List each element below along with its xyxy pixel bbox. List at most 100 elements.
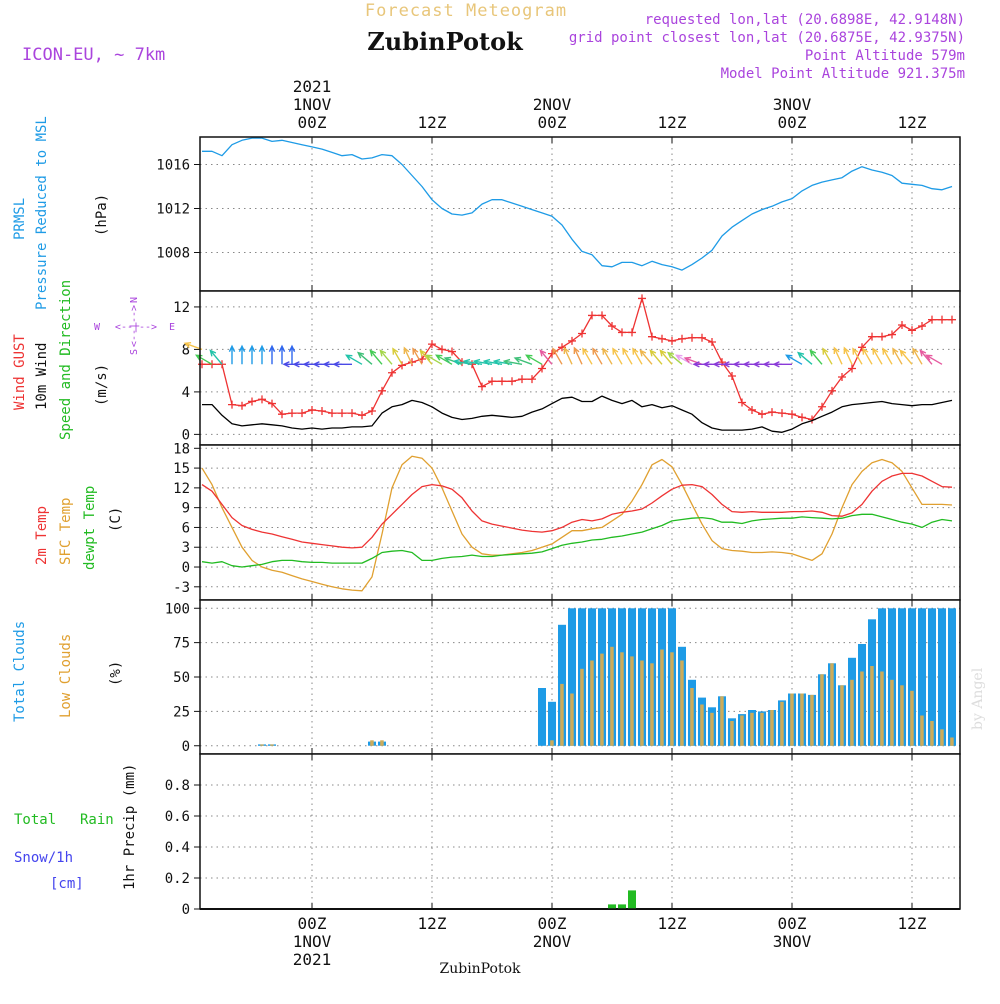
gust-marker [518,375,526,384]
y-tick-label: 1008 [156,246,190,262]
low-cloud-bar [780,701,784,746]
y-tick-label: 3 [182,540,190,556]
y-tick-label: 12 [173,300,190,316]
gust-marker [358,411,366,420]
gust-marker [388,368,396,377]
dewpt-label: dewpt Temp [82,486,98,570]
wind-direction-arrow [552,347,563,365]
wind-direction-arrow [513,356,533,365]
low-cloud-bar [760,712,764,746]
model-altitude: Model Point Altitude 921.375m [721,66,965,82]
low-cloud-bar [720,696,724,746]
y-tick-label: 0 [182,560,190,576]
low-cloud-bar [880,671,884,746]
top-axis-label: 00Z [778,113,807,132]
wind-direction-arrow [419,349,433,365]
y-tick-label: 0 [182,427,190,443]
wind-direction-arrow [356,351,373,365]
y-tick-label: 6 [182,520,190,536]
compass-e: E [169,322,175,333]
y-tick-label: 0.8 [165,778,190,794]
top-axis-label: 12Z [658,113,687,132]
low-cloud-bar [740,715,744,746]
wind-direction-arrow [659,349,673,365]
gust-marker [408,358,416,367]
gust-marker [398,361,406,370]
location-title: ZubinPotok [367,27,524,56]
wind-direction-arrow [899,349,913,365]
wind-direction-arrow [573,346,583,365]
y-tick-label: 8 [182,342,190,358]
rain-bar [608,904,616,909]
gust-marker [568,336,576,345]
wind-direction-arrow [666,351,683,365]
low-clouds-label: Low Clouds [58,634,74,718]
wind-direction-arrow [582,347,593,365]
gust-marker [828,386,836,395]
low-cloud-bar [930,721,934,746]
gust-marker [918,322,926,331]
wind-direction-arrow [912,347,923,365]
wind-direction-arrow [843,346,853,365]
gust-marker [948,315,956,324]
wind-direction-arrow [639,349,653,365]
temp-unit-label: (C) [108,507,124,532]
gust-marker [818,402,826,411]
gust-marker [248,397,256,406]
low-cloud-bar [840,685,844,746]
wind-direction-arrow [434,354,453,365]
t2m-line [201,472,953,549]
y-tick-label: 0.2 [165,871,190,887]
bottom-axis-label: 2021 [293,950,332,969]
low-cloud-bar [610,646,614,746]
low-cloud-bar [270,744,274,746]
wind-direction-arrow [563,346,573,365]
bottom-axis-label: 1NOV [293,932,332,951]
y-tick-label: 15 [173,461,190,477]
panel-background [200,754,960,909]
bottom-axis-label: 00Z [778,914,807,933]
t2m-label: 2m Temp [34,506,50,565]
y-tick-label: 9 [182,501,190,517]
wind-direction-arrow [344,354,363,365]
prmsl-line [202,137,953,271]
bottom-axis-label: 12Z [898,914,927,933]
total-cloud-bar [938,608,946,746]
low-cloud-bar [600,653,604,746]
compass-w: W [94,322,101,333]
bottom-axis-label: 00Z [538,914,567,933]
y-tick-label: 4 [182,385,190,401]
low-cloud-bar [660,649,664,746]
gust-line [202,297,952,421]
low-cloud-bar [920,715,924,746]
gust-marker [488,377,496,386]
gust-marker [838,373,846,382]
y-tick-label: 0.4 [165,840,190,856]
wind-unit-label: (m/s) [94,364,110,406]
low-cloud-bar [870,666,874,746]
precip-labels: Total Rain Snow/1h [cm] 1hr Precip (mm) [14,764,138,892]
wind-direction-arrow [492,358,513,366]
bottom-axis-label: 2NOV [533,932,572,951]
sfc-temp-line [201,455,953,592]
wind-direction-arrow [539,349,553,365]
y-tick-label: 0 [182,902,190,918]
gust-marker [648,332,656,341]
wind-direction-arrow [379,349,393,365]
panel-background [200,445,960,600]
wind-direction-arrow [612,347,623,365]
gust-marker [928,315,936,324]
total-cloud-bar [538,688,546,746]
wind-direction-arrow [183,342,203,351]
total-cloud-bar [548,701,556,746]
top-axis-label: 2NOV [533,95,572,114]
gust-marker [848,364,856,373]
compass-s: S [129,349,140,355]
gust-marker [318,407,326,416]
wind-labels: Wind GUST 10m Wind Speed and Direction (… [12,280,175,440]
gust-marker [738,398,746,407]
y-tick-label: 1016 [156,158,190,174]
prmsl-label: PRMSL [12,198,28,240]
low-cloud-bar [750,712,754,746]
